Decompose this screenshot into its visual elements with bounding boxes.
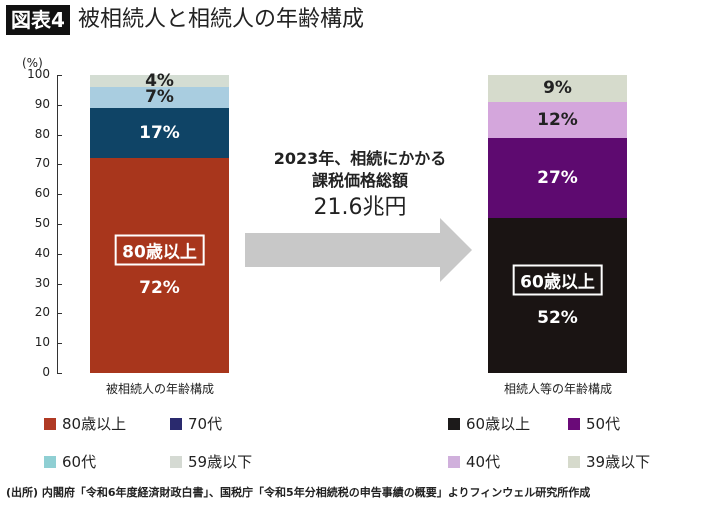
legend-label: 59歳以下 <box>188 453 253 471</box>
y-tick-label: 30 <box>34 275 50 290</box>
y-tick-label: 40 <box>34 245 50 260</box>
legend-swatch <box>448 455 460 468</box>
legend-label: 80歳以上 <box>62 415 127 433</box>
y-tick-label: 90 <box>34 96 50 111</box>
annotation-line2: 課税価格総額 <box>311 171 408 190</box>
data-label: 9% <box>543 78 572 99</box>
arrow-right-icon <box>245 218 472 282</box>
legend-swatch <box>44 455 56 468</box>
y-tick-label: 20 <box>34 305 50 320</box>
data-label: 27% <box>537 167 578 188</box>
legend-swatch <box>568 417 580 430</box>
y-tick-label: 50 <box>34 216 50 230</box>
data-label: 7% <box>145 87 174 108</box>
bar-segment <box>488 101 627 138</box>
legend-item: 60代 <box>44 451 96 472</box>
legend-label: 60歳以上 <box>466 415 531 433</box>
y-tick-label: 0 <box>42 365 50 379</box>
bar-segment <box>488 137 627 219</box>
bar-segment <box>90 86 229 108</box>
chart-title: 被相続人と相続人の年齢構成 <box>78 7 365 32</box>
legend-item: 50代 <box>568 413 620 434</box>
legend-item: 60歳以上 <box>448 413 530 434</box>
y-unit: (%) <box>22 56 43 70</box>
data-label: 72% <box>139 277 180 298</box>
data-label: 12% <box>537 109 578 130</box>
y-tick-mark <box>57 373 62 374</box>
legend-swatch <box>44 417 56 430</box>
y-tick-label: 60 <box>34 186 50 201</box>
legend-item: 40代 <box>448 451 500 472</box>
y-tick-label: 10 <box>34 335 50 350</box>
y-tick-mark <box>57 104 62 106</box>
legend-swatch <box>170 455 182 468</box>
legend-label: 70代 <box>188 415 223 433</box>
bar-segment <box>488 218 627 373</box>
figure-badge: 図表4 <box>6 5 70 35</box>
bar-segment <box>90 75 229 87</box>
highlight-label: 60歳以上 <box>512 264 603 296</box>
data-label: 17% <box>139 123 180 144</box>
y-tick-mark <box>57 313 62 315</box>
y-tick-label: 70 <box>34 156 50 171</box>
y-tick-mark <box>57 134 62 136</box>
y-tick-label: 100 <box>27 67 50 81</box>
legend-swatch <box>170 417 182 430</box>
legend-label: 50代 <box>586 415 621 433</box>
annotation-line1: 2023年、相続にかかる <box>273 149 447 168</box>
legend-label: 39歳以下 <box>586 453 651 471</box>
legend-swatch <box>568 455 580 468</box>
legend-item: 59歳以下 <box>170 451 252 472</box>
legend-label: 40代 <box>466 453 501 471</box>
data-label: 4% <box>145 70 174 91</box>
y-tick-mark <box>57 194 62 196</box>
bar-segment <box>90 107 229 159</box>
y-tick-mark <box>57 283 62 285</box>
highlight-label: 80歳以上 <box>114 234 205 266</box>
y-tick-mark <box>57 253 62 255</box>
y-tick-mark <box>57 343 62 345</box>
y-tick-mark <box>57 75 62 76</box>
legend-item: 80歳以上 <box>44 413 126 434</box>
x-label-right: 相続人等の年齢構成 <box>503 382 612 396</box>
legend-item: 39歳以下 <box>568 451 650 472</box>
y-tick-label: 80 <box>34 126 50 141</box>
y-tick-mark <box>57 164 62 166</box>
legend-label: 60代 <box>62 453 97 471</box>
bar-segment <box>90 158 229 373</box>
bar-segment <box>488 75 627 102</box>
legend-item: 70代 <box>170 413 222 434</box>
annotation-total: 21.6兆円 <box>313 195 407 220</box>
legend-swatch <box>448 417 460 430</box>
y-tick-mark <box>57 224 62 225</box>
source-note: (出所) 内閣府「令和6年度経済財政白書」、国税庁「令和5年分相続税の申告事績の… <box>6 486 591 499</box>
x-label-left: 被相続人の年齢構成 <box>105 382 214 396</box>
data-label: 52% <box>537 307 578 328</box>
